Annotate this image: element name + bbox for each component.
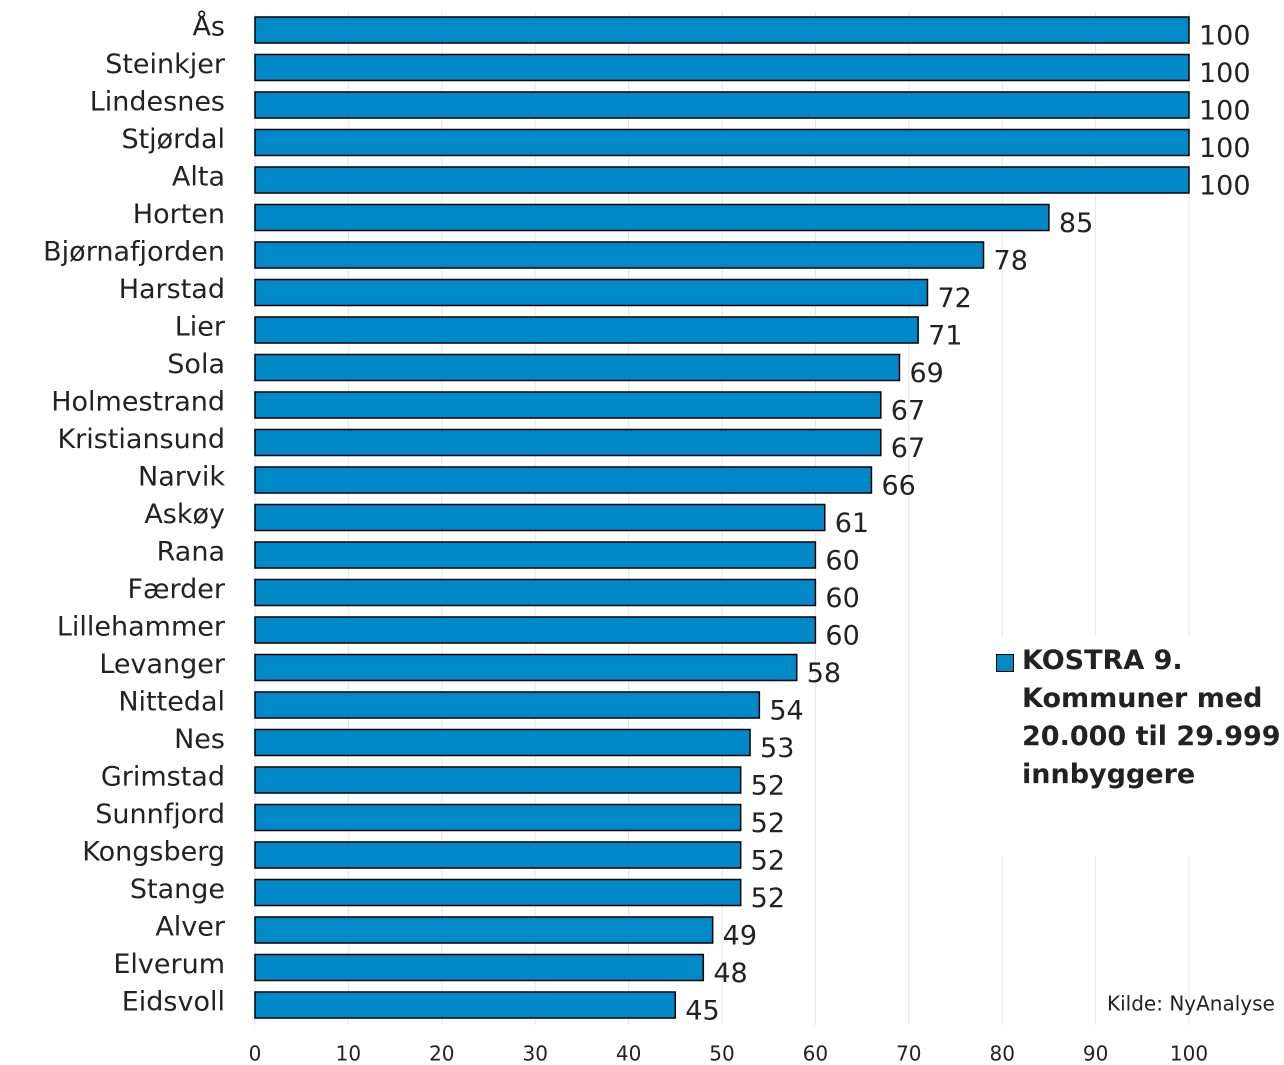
category-label: Grimstad <box>101 762 225 793</box>
category-label: Alver <box>155 912 226 943</box>
value-label: 61 <box>835 508 869 539</box>
x-tick-label: 20 <box>429 1042 454 1065</box>
value-label: 60 <box>825 546 859 577</box>
bar <box>254 916 714 944</box>
value-label: 72 <box>937 283 971 314</box>
x-tick-label: 0 <box>249 1042 262 1065</box>
bar <box>254 16 1190 44</box>
value-label: 100 <box>1199 21 1251 52</box>
category-label: Kongsberg <box>82 837 225 868</box>
x-tick-label: 70 <box>896 1042 921 1065</box>
bar <box>254 728 751 757</box>
bar <box>254 541 817 569</box>
bar <box>254 953 705 982</box>
bar <box>254 991 677 1019</box>
bar <box>254 578 817 607</box>
category-label: Levanger <box>99 649 226 680</box>
value-label: 100 <box>1199 96 1251 127</box>
value-label: 52 <box>751 808 785 839</box>
bar <box>254 128 1190 157</box>
category-label: Alta <box>172 162 225 193</box>
x-tick-label: 80 <box>989 1042 1014 1065</box>
bar <box>254 803 742 832</box>
category-label: Lillehammer <box>57 612 226 643</box>
category-label: Stjørdal <box>121 124 225 155</box>
value-label: 85 <box>1059 208 1093 239</box>
bar <box>254 316 919 344</box>
bar <box>254 91 1190 119</box>
value-label: 52 <box>751 846 785 877</box>
value-label: 52 <box>751 883 785 914</box>
category-label: Bjørnafjorden <box>43 237 225 268</box>
value-label: 78 <box>994 246 1028 277</box>
category-label: Nes <box>174 724 225 755</box>
bar <box>254 466 873 494</box>
bar <box>254 653 798 682</box>
bar <box>254 878 742 907</box>
bar <box>254 353 901 382</box>
value-label: 100 <box>1199 58 1251 89</box>
source-note: Kilde: NyAnalyse <box>1107 992 1275 1016</box>
legend-label: KOSTRA 9. Kommuner med 20.000 til 29.999… <box>1022 645 1281 790</box>
value-label: 67 <box>891 433 925 464</box>
category-label: Stange <box>130 874 225 905</box>
category-label: Harstad <box>119 274 225 305</box>
category-label: Steinkjer <box>105 49 226 80</box>
x-tick-label: 50 <box>709 1042 734 1065</box>
category-label: Sunnfjord <box>95 799 225 830</box>
value-label: 69 <box>909 358 943 389</box>
category-label: Rana <box>157 537 225 568</box>
value-label: 60 <box>825 621 859 652</box>
x-tick-label: 90 <box>1083 1042 1108 1065</box>
bar <box>254 391 882 419</box>
category-label: Eidsvoll <box>122 987 225 1018</box>
x-tick-label: 60 <box>803 1042 828 1065</box>
bar <box>254 53 1190 82</box>
value-label: 54 <box>769 696 803 727</box>
value-label: 71 <box>928 321 962 352</box>
value-label: 58 <box>807 658 841 689</box>
category-label: Lier <box>175 312 226 343</box>
category-label: Nittedal <box>118 687 225 718</box>
value-label: 52 <box>751 771 785 802</box>
value-label: 100 <box>1199 133 1251 164</box>
bar <box>254 428 882 457</box>
x-tick-label: 100 <box>1170 1042 1208 1065</box>
value-label: 100 <box>1199 171 1251 202</box>
x-tick-label: 40 <box>616 1042 641 1065</box>
x-tick-label: 10 <box>336 1042 361 1065</box>
category-label: Kristiansund <box>57 424 225 455</box>
bar <box>254 166 1190 194</box>
category-label: Ås <box>192 11 225 43</box>
category-label: Horten <box>133 199 225 230</box>
legend: KOSTRA 9. Kommuner med 20.000 til 29.999… <box>996 642 1284 794</box>
category-label: Lindesnes <box>90 87 225 118</box>
bar <box>254 766 742 794</box>
bar <box>254 278 929 307</box>
value-label: 45 <box>685 996 719 1027</box>
bar <box>254 241 985 269</box>
bar <box>254 203 1050 232</box>
category-label: Færder <box>127 574 225 605</box>
category-label: Holmestrand <box>51 387 225 418</box>
bar <box>254 616 817 644</box>
value-label: 49 <box>723 921 757 952</box>
category-label: Narvik <box>138 462 225 493</box>
bar <box>254 691 761 719</box>
value-label: 66 <box>881 471 915 502</box>
legend-swatch <box>996 654 1014 672</box>
bar <box>254 503 826 532</box>
category-label: Askøy <box>144 499 225 530</box>
bar <box>254 841 742 869</box>
x-tick-label: 30 <box>522 1042 547 1065</box>
value-label: 67 <box>891 396 925 427</box>
value-label: 53 <box>760 733 794 764</box>
category-label: Sola <box>167 349 225 380</box>
legend-background <box>990 636 1284 856</box>
category-label: Elverum <box>113 949 225 980</box>
value-label: 48 <box>713 958 747 989</box>
value-label: 60 <box>825 583 859 614</box>
